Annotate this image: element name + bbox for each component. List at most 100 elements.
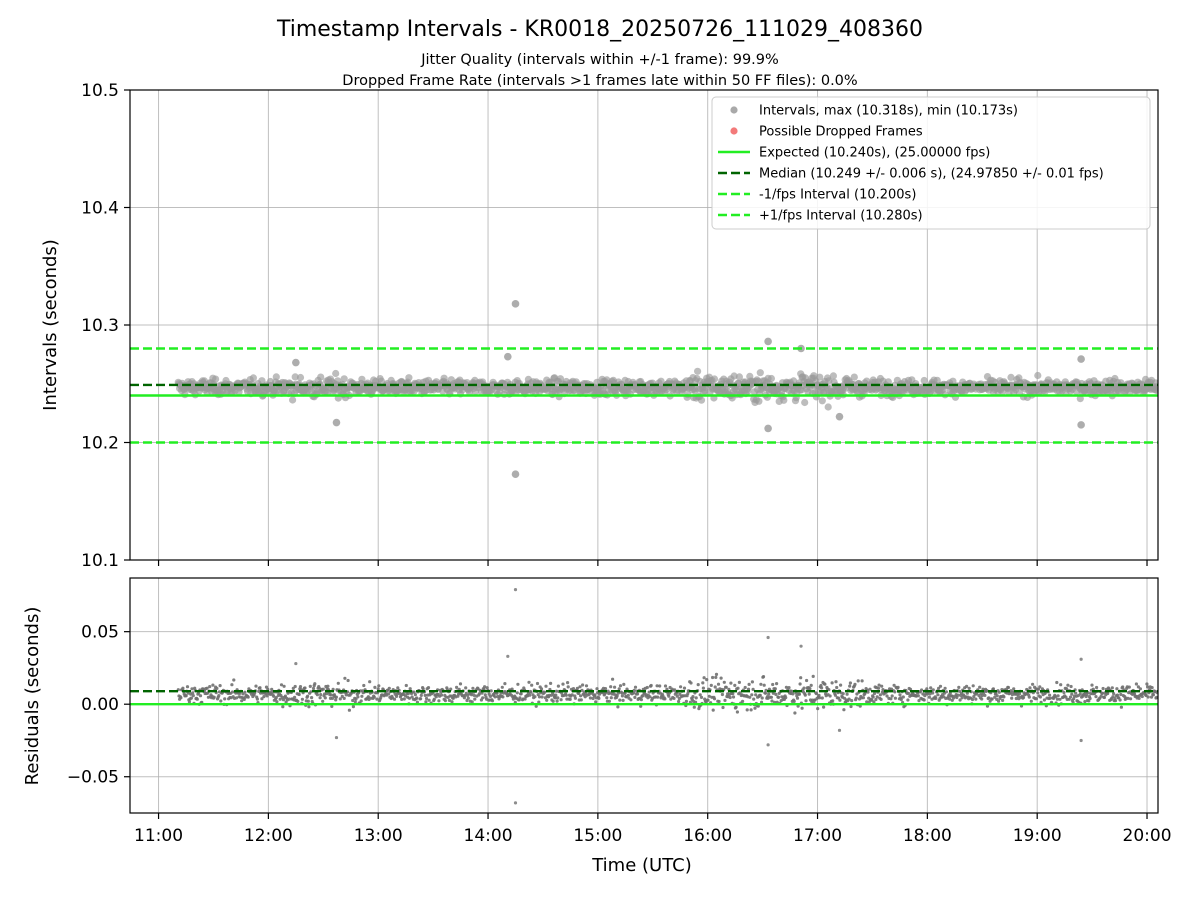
data-point [535, 681, 540, 686]
data-point [471, 686, 475, 690]
data-point [842, 708, 846, 712]
data-point [372, 695, 376, 699]
data-point [802, 686, 806, 690]
chart-subtitle-jitter: Jitter Quality (intervals within +/-1 fr… [420, 52, 779, 68]
data-point [733, 683, 737, 688]
data-point [187, 700, 191, 704]
data-point [1069, 684, 1073, 689]
data-point [330, 704, 334, 709]
data-point [995, 694, 999, 698]
data-point [929, 686, 933, 690]
data-point [455, 685, 459, 690]
data-point [957, 685, 961, 690]
data-point [402, 697, 406, 701]
data-point [265, 694, 269, 698]
outlier-point [1079, 738, 1083, 743]
data-point [771, 682, 775, 687]
data-point [527, 680, 531, 684]
data-point [639, 698, 644, 702]
data-point [291, 373, 299, 381]
data-point [556, 696, 560, 700]
data-point [934, 696, 938, 701]
data-point [920, 376, 928, 385]
data-point [1029, 699, 1033, 703]
data-point [279, 683, 284, 687]
data-point [723, 698, 727, 703]
data-point [537, 695, 542, 699]
data-point [223, 697, 227, 701]
data-point [1083, 700, 1087, 704]
data-point [1062, 690, 1066, 695]
data-point [281, 698, 286, 702]
data-point [760, 696, 764, 700]
data-point [816, 373, 824, 381]
data-point [323, 696, 327, 700]
outlier-point [511, 300, 520, 308]
data-point [965, 691, 969, 695]
data-point [1007, 373, 1015, 381]
data-point [1027, 695, 1031, 699]
data-point [588, 696, 593, 700]
data-point [566, 685, 570, 689]
data-point [1115, 693, 1120, 697]
data-point [714, 672, 719, 677]
data-point [1010, 693, 1015, 697]
data-point [415, 700, 419, 704]
data-point [466, 696, 470, 700]
data-point [1017, 692, 1022, 696]
data-point [597, 696, 601, 701]
data-point [1001, 698, 1005, 703]
data-point [419, 693, 423, 698]
data-point [470, 693, 474, 697]
outlier-point [511, 470, 520, 479]
legend: Intervals, max (10.318s), min (10.173s) P… [711, 96, 1151, 230]
data-point [799, 676, 803, 680]
data-point [769, 695, 774, 699]
data-point [1012, 687, 1016, 691]
data-point [519, 692, 523, 696]
data-point [326, 684, 330, 688]
data-point [490, 699, 495, 703]
data-point [189, 696, 193, 700]
data-point [648, 695, 652, 699]
data-point [1113, 699, 1118, 703]
data-point [773, 687, 777, 691]
data-point [451, 696, 455, 700]
data-point [543, 696, 548, 700]
data-point [332, 369, 340, 378]
data-point [705, 678, 709, 682]
data-point [1021, 695, 1026, 700]
data-point [893, 696, 898, 700]
data-point [856, 679, 860, 683]
data-point [711, 675, 715, 680]
data-point [1146, 685, 1150, 689]
data-point [515, 691, 519, 695]
x-tick-label: 16:00 [683, 826, 732, 846]
data-point [1115, 687, 1119, 691]
data-point [875, 695, 879, 699]
data-point [477, 692, 481, 696]
data-point [1138, 687, 1142, 691]
data-point [750, 680, 755, 684]
data-point [958, 698, 962, 702]
data-point [528, 693, 532, 697]
data-point [801, 398, 809, 407]
x-tick-label: 14:00 [464, 826, 513, 846]
data-point [306, 699, 310, 703]
data-point [967, 686, 971, 691]
data-point [351, 705, 355, 709]
data-point [925, 687, 929, 691]
data-point [533, 695, 537, 699]
data-point [549, 681, 553, 686]
data-point [1137, 696, 1141, 701]
data-point [775, 682, 779, 686]
data-point [691, 695, 695, 699]
data-point [296, 699, 300, 704]
data-point [679, 685, 683, 689]
data-point [501, 695, 505, 699]
data-point [368, 680, 372, 684]
data-point [747, 682, 751, 687]
data-point [262, 695, 266, 699]
data-point [362, 683, 366, 688]
data-point [831, 699, 835, 703]
